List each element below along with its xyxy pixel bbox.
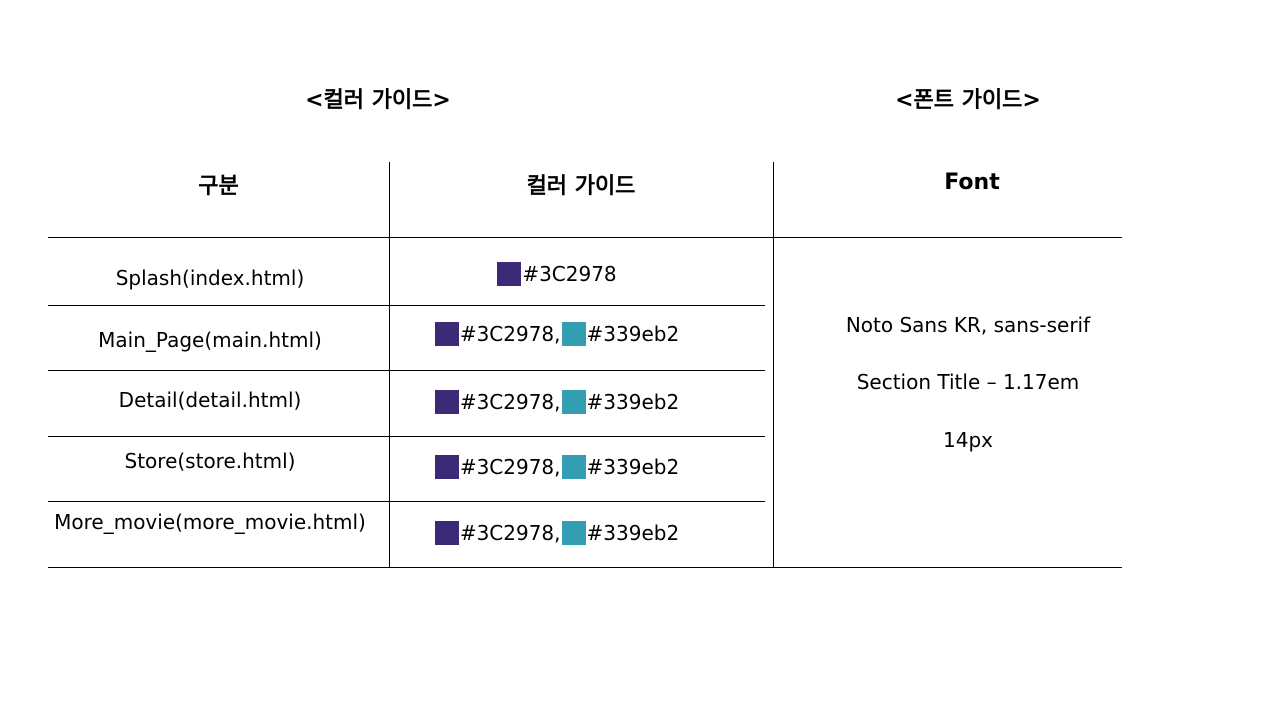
secondary-color-swatch xyxy=(561,521,586,545)
secondary-color-swatch xyxy=(561,455,586,479)
header-color-guide: 컬러 가이드 xyxy=(526,174,636,199)
primary-color-code: #3C2978, xyxy=(459,322,561,346)
page-name-cell: Main_Page(main.html) xyxy=(98,328,322,352)
section-title-size-text: Section Title – 1.17em xyxy=(856,370,1080,394)
row-divider xyxy=(48,305,765,306)
table-bottom-border xyxy=(48,567,1122,568)
column-divider xyxy=(389,162,390,567)
base-font-size-text: 14px xyxy=(943,428,993,452)
color-guide-title: <컬러 가이드> xyxy=(305,88,451,113)
row-divider xyxy=(48,436,765,437)
primary-color-swatch xyxy=(434,322,459,346)
page-name-cell: Detail(detail.html) xyxy=(118,388,302,412)
primary-color-code: #3C2978, xyxy=(459,390,561,414)
row-divider xyxy=(48,501,765,502)
primary-color-code: #3C2978 xyxy=(522,262,617,286)
header-divider xyxy=(48,237,1122,238)
primary-color-swatch xyxy=(434,390,459,414)
color-cell: #3C2978, #339eb2 xyxy=(389,454,725,480)
header-font: Font xyxy=(944,170,1000,195)
color-cell: #3C2978, #339eb2 xyxy=(389,389,725,415)
color-cell: #3C2978, #339eb2 xyxy=(389,321,725,347)
color-cell: #3C2978 xyxy=(389,261,725,287)
page-name-cell: Store(store.html) xyxy=(124,449,296,473)
color-cell: #3C2978, #339eb2 xyxy=(389,520,725,546)
primary-color-code: #3C2978, xyxy=(459,455,561,479)
header-category: 구분 xyxy=(198,174,239,199)
primary-color-swatch xyxy=(434,521,459,545)
row-divider xyxy=(48,370,765,371)
secondary-color-code: #339eb2 xyxy=(586,455,680,479)
secondary-color-swatch xyxy=(561,390,586,414)
primary-color-swatch xyxy=(434,455,459,479)
page-name-cell: Splash(index.html) xyxy=(115,266,305,290)
secondary-color-code: #339eb2 xyxy=(586,390,680,414)
primary-color-code: #3C2978, xyxy=(459,521,561,545)
secondary-color-code: #339eb2 xyxy=(586,521,680,545)
column-divider xyxy=(773,162,774,567)
primary-color-swatch xyxy=(497,262,522,286)
page-name-cell: More_movie(more_movie.html) xyxy=(54,510,366,534)
font-family-text: Noto Sans KR, sans-serif xyxy=(845,313,1091,337)
secondary-color-swatch xyxy=(561,322,586,346)
font-guide-title: <폰트 가이드> xyxy=(895,88,1041,113)
secondary-color-code: #339eb2 xyxy=(586,322,680,346)
